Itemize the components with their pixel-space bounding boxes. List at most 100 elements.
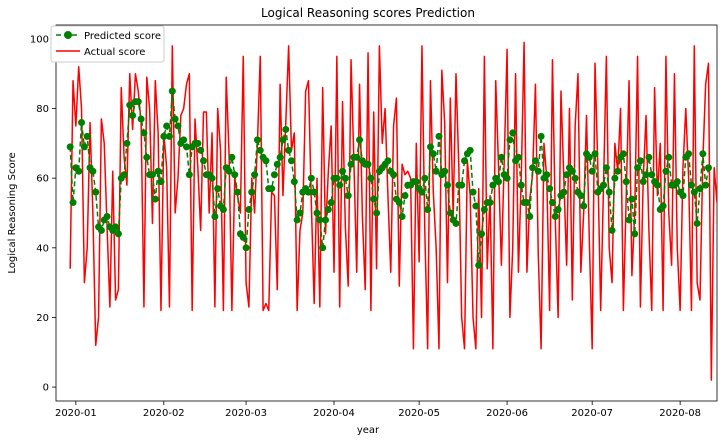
predicted-score-marker	[344, 192, 352, 200]
predicted-score-marker	[699, 150, 707, 158]
predicted-score-marker	[398, 212, 406, 220]
predicted-score-marker	[529, 164, 537, 172]
predicted-score-marker	[446, 209, 454, 217]
predicted-score-marker	[279, 136, 287, 144]
predicted-score-marker	[401, 192, 409, 200]
legend-box	[50, 25, 165, 63]
predicted-score-marker	[78, 118, 86, 126]
predicted-score-marker	[160, 132, 168, 140]
predicted-score-marker	[89, 167, 97, 175]
predicted-score-marker	[134, 98, 142, 106]
predicted-score-marker	[151, 195, 159, 203]
predicted-score-marker	[432, 167, 440, 175]
predicted-score-marker	[551, 212, 559, 220]
predicted-score-marker	[472, 202, 480, 210]
predicted-score-marker	[120, 171, 128, 179]
predicted-score-marker	[469, 188, 477, 196]
predicted-score-marker	[534, 167, 542, 175]
predicted-score-marker	[251, 171, 259, 179]
predicted-score-marker	[426, 143, 434, 151]
predicted-score-marker	[333, 174, 341, 182]
predicted-score-marker	[154, 167, 162, 175]
predicted-score-marker	[421, 174, 429, 182]
predicted-score-marker	[197, 146, 205, 154]
predicted-score-marker	[114, 230, 122, 238]
predicted-score-marker	[600, 181, 608, 189]
predicted-score-marker	[282, 125, 290, 133]
predicted-score-marker	[634, 164, 642, 172]
predicted-score-marker	[489, 181, 497, 189]
predicted-score-marker	[636, 157, 644, 165]
predicted-score-marker	[690, 188, 698, 196]
predicted-score-marker	[588, 167, 596, 175]
predicted-score-marker	[631, 230, 639, 238]
plot-area: 0 20 40 60 80 100 2020-01 2020-02 2020-03 2020-04…	[30, 24, 718, 419]
predicted-score-marker	[466, 146, 474, 154]
predicted-score-marker	[364, 160, 372, 168]
predicted-score-marker	[560, 188, 568, 196]
predicted-score-marker	[568, 167, 576, 175]
predicted-score-marker	[418, 188, 426, 196]
predicted-score-marker	[622, 178, 630, 186]
predicted-score-marker	[452, 219, 460, 227]
legend: Predicted score Actual score	[50, 25, 165, 63]
predicted-score-marker	[319, 244, 327, 252]
predicted-score-marker	[293, 216, 301, 224]
predicted-score-marker	[316, 216, 324, 224]
predicted-score-marker	[370, 195, 378, 203]
predicted-score-marker	[256, 146, 264, 154]
y-tick-label: 0	[43, 383, 49, 394]
predicted-score-marker	[80, 143, 88, 151]
predicted-score-marker	[435, 132, 443, 140]
predicted-score-marker	[611, 174, 619, 182]
plot-frame	[55, 24, 718, 402]
predicted-score-marker	[248, 188, 256, 196]
y-tick-label: 100	[30, 34, 49, 45]
predicted-score-marker	[395, 199, 403, 207]
predicted-score-marker	[268, 185, 276, 193]
legend-actual-label: Actual score	[84, 47, 145, 58]
predicted-score-marker	[665, 153, 673, 161]
predicted-score-marker	[458, 181, 466, 189]
predicted-score-marker	[270, 171, 278, 179]
predicted-score-marker	[336, 181, 344, 189]
predicted-score-marker	[285, 146, 293, 154]
predicted-score-marker	[554, 206, 562, 214]
predicted-score-marker	[687, 181, 695, 189]
predicted-score-marker	[614, 167, 622, 175]
predicted-score-marker	[619, 150, 627, 158]
predicted-score-marker	[591, 150, 599, 158]
predicted-score-marker	[390, 171, 398, 179]
predicted-score-marker	[495, 178, 503, 186]
predicted-score-marker	[322, 216, 330, 224]
x-tick-label: 2020-02	[143, 408, 185, 419]
predicted-score-marker	[242, 244, 250, 252]
predicted-score-marker	[608, 226, 616, 234]
predicted-score-marker	[180, 136, 188, 144]
predicted-score-marker	[347, 160, 355, 168]
predicted-score-marker	[148, 171, 156, 179]
predicted-score-marker	[228, 153, 236, 161]
predicted-score-marker	[625, 216, 633, 224]
predicted-score-marker	[702, 181, 710, 189]
predicted-score-marker	[443, 181, 451, 189]
x-tick-label: 2020-06	[486, 408, 528, 419]
x-tick-label: 2020-07	[571, 408, 613, 419]
predicted-score-marker	[296, 209, 304, 217]
predicted-score-marker	[69, 199, 77, 207]
predicted-score-marker	[478, 230, 486, 238]
predicted-score-marker	[571, 174, 579, 182]
predicted-score-marker	[83, 132, 91, 140]
predicted-score-marker	[356, 136, 364, 144]
predicted-score-marker	[140, 129, 148, 137]
predicted-score-marker	[239, 233, 247, 241]
predicted-score-marker	[514, 153, 522, 161]
y-tick-label: 20	[36, 313, 49, 324]
predicted-score-marker	[461, 157, 469, 165]
predicted-score-marker	[659, 202, 667, 210]
predicted-score-marker	[214, 185, 222, 193]
predicted-score-marker	[126, 101, 134, 109]
predicted-score-marker	[341, 174, 349, 182]
